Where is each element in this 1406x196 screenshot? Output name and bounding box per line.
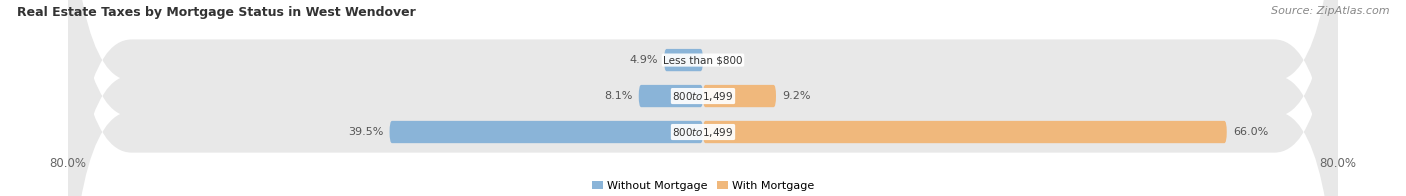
Text: 8.1%: 8.1% [605,91,633,101]
Text: $800 to $1,499: $800 to $1,499 [672,125,734,139]
FancyBboxPatch shape [703,85,776,107]
Text: Less than $800: Less than $800 [664,55,742,65]
FancyBboxPatch shape [638,85,703,107]
FancyBboxPatch shape [67,0,1339,196]
Text: 9.2%: 9.2% [782,91,811,101]
Text: 4.9%: 4.9% [630,55,658,65]
Text: 39.5%: 39.5% [347,127,384,137]
Text: Real Estate Taxes by Mortgage Status in West Wendover: Real Estate Taxes by Mortgage Status in … [17,6,416,19]
FancyBboxPatch shape [67,0,1339,196]
FancyBboxPatch shape [664,49,703,71]
FancyBboxPatch shape [389,121,703,143]
FancyBboxPatch shape [67,0,1339,196]
Text: 66.0%: 66.0% [1233,127,1268,137]
Text: $800 to $1,499: $800 to $1,499 [672,90,734,103]
Legend: Without Mortgage, With Mortgage: Without Mortgage, With Mortgage [592,181,814,191]
FancyBboxPatch shape [703,121,1227,143]
Text: Source: ZipAtlas.com: Source: ZipAtlas.com [1271,6,1389,16]
